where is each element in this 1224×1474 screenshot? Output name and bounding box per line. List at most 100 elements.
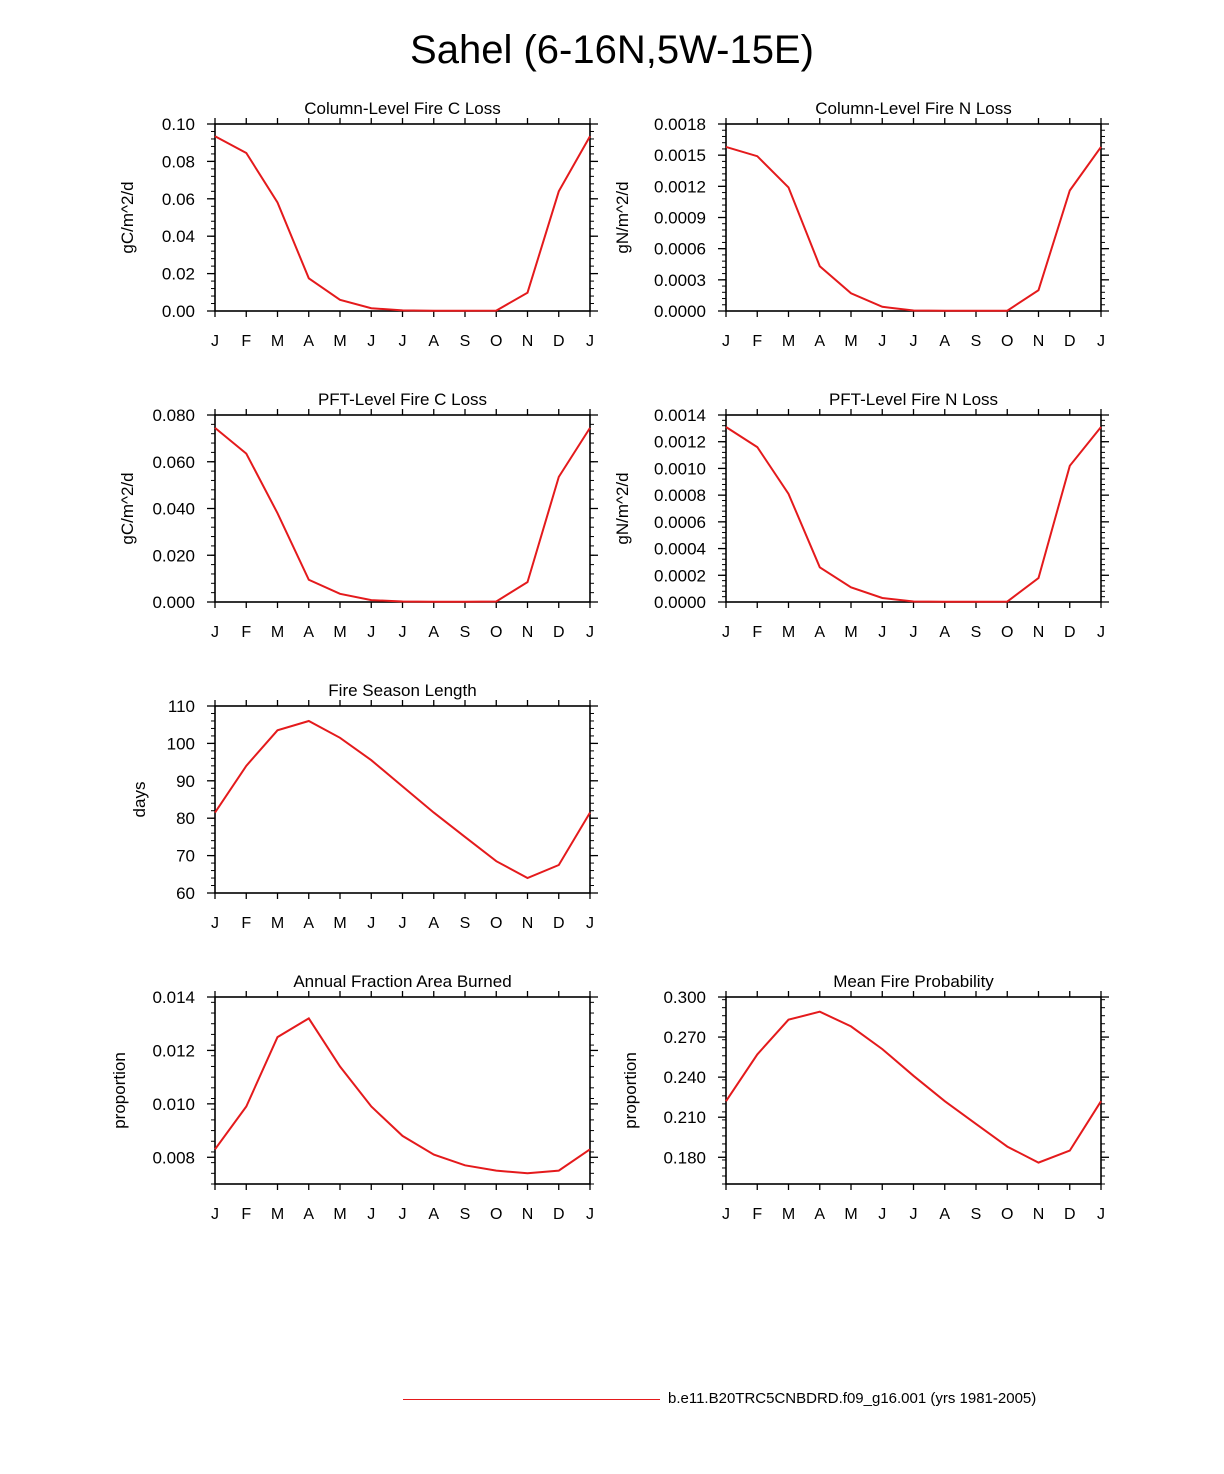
plot-frame	[214, 996, 591, 1185]
x-tick-label: A	[303, 333, 314, 350]
y-tick-label: 0.080	[152, 406, 195, 425]
x-tick-label: S	[460, 333, 471, 350]
figure-title: Sahel (6-16N,5W-15E)	[410, 28, 814, 72]
x-tick-label: J	[586, 624, 594, 641]
x-tick-label: A	[303, 1206, 314, 1223]
x-tick-label: A	[814, 333, 825, 350]
y-tick-label: 0.10	[162, 115, 195, 134]
series-line	[725, 145, 1102, 312]
x-tick-label: A	[303, 624, 314, 641]
y-tick-label: 0.0003	[654, 271, 706, 290]
x-tick-label: O	[1001, 1206, 1013, 1223]
y-tick-label: 0.0002	[654, 566, 706, 585]
x-tick-label: O	[490, 624, 502, 641]
chart-panel-2: J F M A M J J A S O N D J 0.0000 0.0003 0.0006 0.0009 0.0…	[613, 99, 1109, 350]
x-tick-label: M	[333, 333, 346, 350]
x-tick-label: J	[878, 624, 886, 641]
x-tick-label: J	[1097, 333, 1105, 350]
y-axis-label: proportion	[621, 1052, 640, 1129]
x-tick-label: J	[211, 915, 219, 932]
y-tick-label: 0.0008	[654, 486, 706, 505]
x-tick-label: J	[399, 1206, 407, 1223]
x-tick-label: N	[522, 624, 534, 641]
x-tick-label: O	[1001, 624, 1013, 641]
y-tick-label: 0.0010	[654, 459, 706, 478]
chart-panel-7: J F M A M J J A S O N D J 0.180 0.210 0.240 0.270 0.300 Me…	[621, 972, 1109, 1223]
x-tick-label: M	[271, 624, 284, 641]
x-tick-label: M	[333, 1206, 346, 1223]
x-tick-label: J	[722, 1206, 730, 1223]
y-tick-label: 0.240	[663, 1068, 706, 1087]
x-tick-label: S	[971, 333, 982, 350]
y-tick-label: 60	[176, 884, 195, 903]
x-tick-label: M	[271, 1206, 284, 1223]
x-tick-label: D	[1064, 624, 1076, 641]
y-tick-label: 0.210	[663, 1108, 706, 1127]
y-axis-label: gN/m^2/d	[613, 181, 632, 253]
plot-frame	[725, 123, 1102, 312]
x-tick-label: J	[910, 1206, 918, 1223]
x-tick-label: N	[522, 333, 534, 350]
series-line	[214, 719, 591, 880]
y-tick-label: 0.0004	[654, 540, 706, 559]
series-line	[214, 1017, 591, 1175]
x-tick-label: M	[782, 1206, 795, 1223]
x-tick-label: J	[367, 1206, 375, 1223]
y-tick-label: 0.02	[162, 265, 195, 284]
series-line	[725, 1010, 1102, 1164]
x-tick-label: J	[722, 333, 730, 350]
x-tick-label: J	[399, 333, 407, 350]
x-tick-label: D	[553, 915, 565, 932]
x-tick-label: J	[878, 333, 886, 350]
x-tick-label: O	[490, 333, 502, 350]
y-tick-label: 0.008	[152, 1148, 195, 1167]
x-tick-label: J	[367, 624, 375, 641]
x-tick-label: F	[752, 624, 762, 641]
y-tick-label: 0.014	[152, 988, 195, 1007]
y-tick-label: 0.0000	[654, 593, 706, 612]
plot-frame	[214, 123, 591, 312]
x-tick-label: M	[782, 624, 795, 641]
y-tick-label: 0.180	[663, 1148, 706, 1167]
x-tick-label: M	[844, 1206, 857, 1223]
x-tick-label: J	[910, 333, 918, 350]
y-tick-label: 0.0012	[654, 433, 706, 452]
x-tick-label: A	[303, 915, 314, 932]
y-axis-label: days	[130, 782, 149, 818]
y-axis-label: gC/m^2/d	[118, 181, 137, 253]
chart-title: PFT-Level Fire N Loss	[829, 390, 998, 409]
chart-title: Annual Fraction Area Burned	[293, 972, 511, 991]
y-tick-label: 80	[176, 809, 195, 828]
x-tick-label: M	[271, 333, 284, 350]
x-tick-label: J	[1097, 1206, 1105, 1223]
x-tick-label: A	[939, 333, 950, 350]
x-tick-label: J	[211, 624, 219, 641]
x-tick-label: F	[241, 915, 251, 932]
x-tick-label: S	[460, 915, 471, 932]
x-tick-label: N	[1033, 333, 1045, 350]
x-tick-label: N	[1033, 624, 1045, 641]
x-tick-label: J	[1097, 624, 1105, 641]
y-tick-label: 90	[176, 772, 195, 791]
x-tick-label: N	[522, 1206, 534, 1223]
x-tick-label: D	[553, 624, 565, 641]
x-tick-label: D	[553, 1206, 565, 1223]
x-tick-label: M	[782, 333, 795, 350]
y-tick-label: 0.0000	[654, 302, 706, 321]
x-tick-label: F	[241, 624, 251, 641]
x-tick-label: F	[752, 333, 762, 350]
series-line	[725, 426, 1102, 603]
y-tick-label: 0.300	[663, 988, 706, 1007]
legend-label: b.e11.B20TRC5CNBDRD.f09_g16.001 (yrs 198…	[668, 1390, 1037, 1407]
chart-title: Fire Season Length	[328, 681, 476, 700]
y-tick-label: 0.040	[152, 500, 195, 519]
plot-frame	[214, 414, 591, 603]
x-tick-label: N	[1033, 1206, 1045, 1223]
y-tick-label: 0.0015	[654, 146, 706, 165]
x-tick-label: M	[844, 333, 857, 350]
chart-panel-3: J F M A M J J A S O N D J 0.000 0.020 0.040 0.060 0.080 PF…	[118, 390, 598, 641]
x-tick-label: J	[211, 1206, 219, 1223]
y-tick-label: 0.010	[152, 1095, 195, 1114]
plot-frame	[725, 996, 1102, 1185]
